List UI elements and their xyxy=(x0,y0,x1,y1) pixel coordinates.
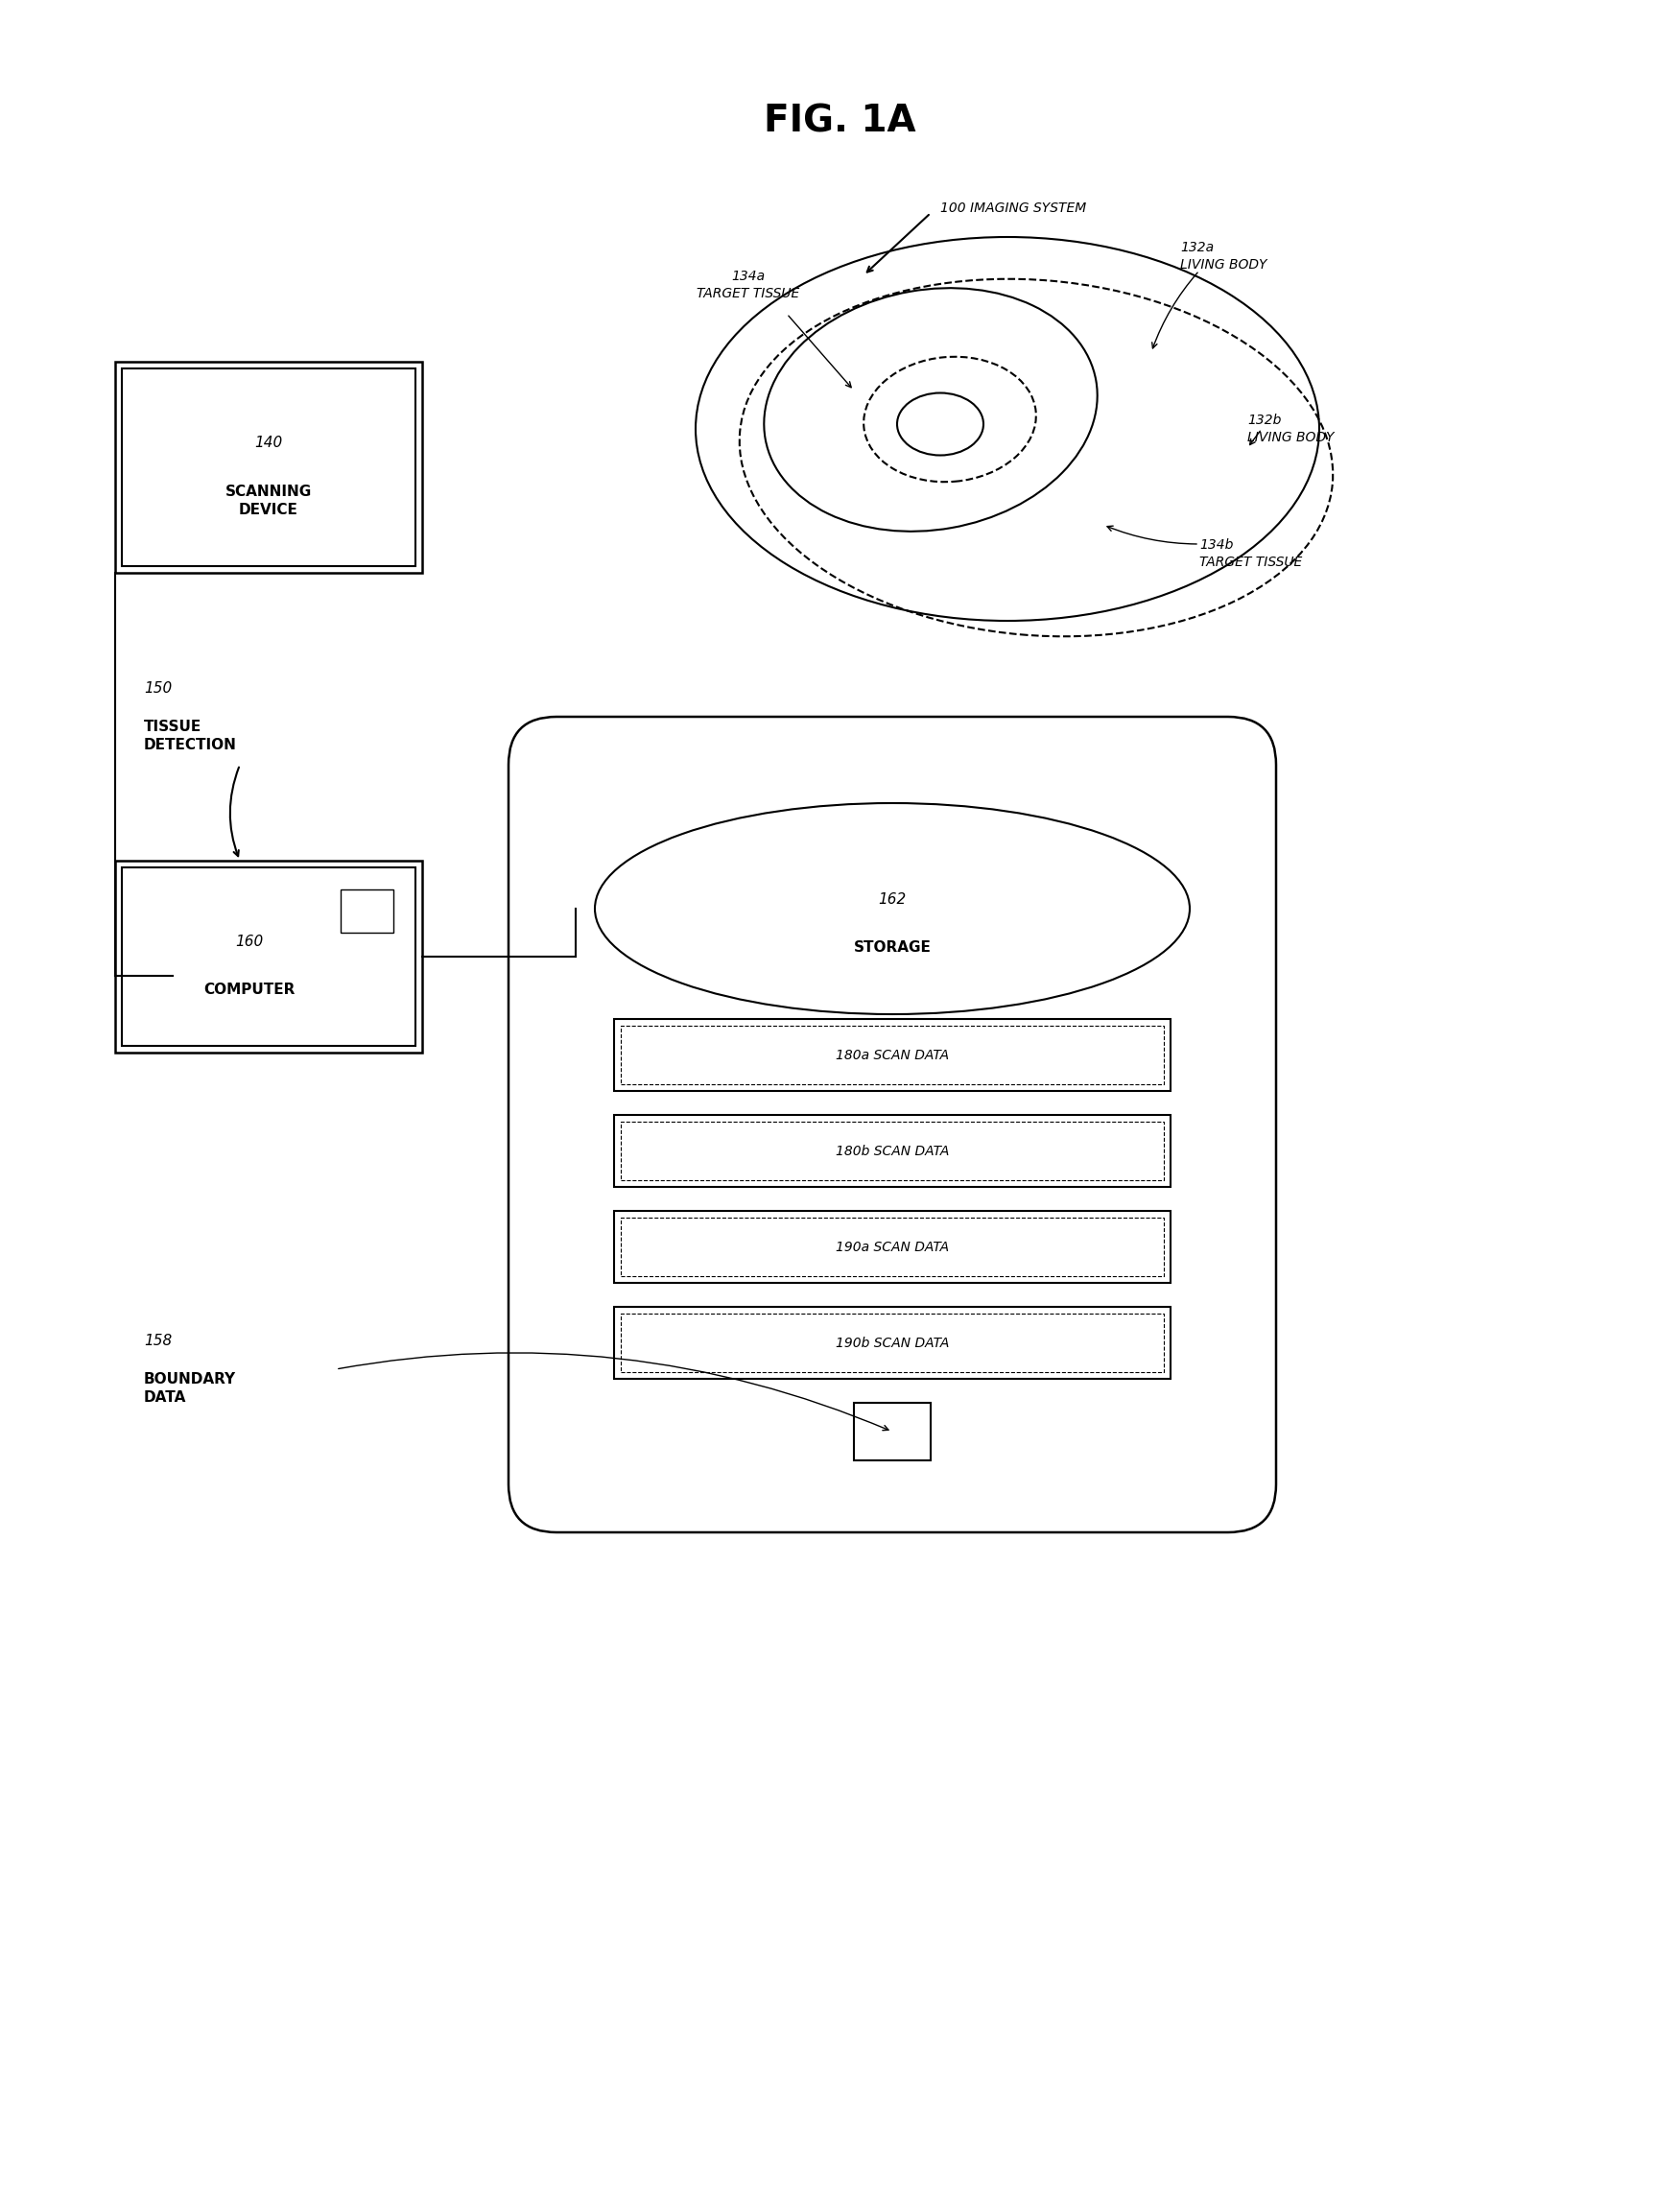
Text: 134b
TARGET TISSUE: 134b TARGET TISSUE xyxy=(1200,538,1302,569)
Text: 140: 140 xyxy=(255,436,282,450)
Text: 190b SCAN DATA: 190b SCAN DATA xyxy=(835,1336,949,1349)
Text: 158: 158 xyxy=(144,1333,171,1347)
Text: 162: 162 xyxy=(879,893,906,906)
Ellipse shape xyxy=(595,802,1189,1014)
Text: COMPUTER: COMPUTER xyxy=(203,983,296,998)
Text: 132b
LIVING BODY: 132b LIVING BODY xyxy=(1247,414,1334,443)
FancyBboxPatch shape xyxy=(615,1307,1171,1380)
Text: 132a
LIVING BODY: 132a LIVING BODY xyxy=(1179,240,1267,271)
Text: 134a
TARGET TISSUE: 134a TARGET TISSUE xyxy=(697,269,800,300)
FancyBboxPatch shape xyxy=(622,1217,1164,1276)
FancyBboxPatch shape xyxy=(123,868,415,1047)
FancyBboxPatch shape xyxy=(116,361,422,573)
FancyBboxPatch shape xyxy=(123,368,415,566)
FancyBboxPatch shape xyxy=(622,1314,1164,1373)
Ellipse shape xyxy=(696,238,1319,622)
Text: 150: 150 xyxy=(144,681,171,694)
Text: 180a SCAN DATA: 180a SCAN DATA xyxy=(835,1049,949,1062)
FancyBboxPatch shape xyxy=(341,890,393,932)
FancyBboxPatch shape xyxy=(509,716,1277,1532)
Text: 190a SCAN DATA: 190a SCAN DATA xyxy=(835,1241,949,1254)
FancyBboxPatch shape xyxy=(116,862,422,1054)
Text: FIG. 1A: FIG. 1A xyxy=(763,104,916,139)
Text: STORAGE: STORAGE xyxy=(853,939,931,954)
FancyBboxPatch shape xyxy=(615,1115,1171,1188)
FancyBboxPatch shape xyxy=(622,1122,1164,1179)
Text: SCANNING
DEVICE: SCANNING DEVICE xyxy=(225,485,312,518)
Text: 160: 160 xyxy=(235,934,264,950)
Text: 180b SCAN DATA: 180b SCAN DATA xyxy=(835,1144,949,1157)
FancyBboxPatch shape xyxy=(615,1018,1171,1091)
Text: TISSUE
DETECTION: TISSUE DETECTION xyxy=(144,719,237,752)
Text: 100 IMAGING SYSTEM: 100 IMAGING SYSTEM xyxy=(941,201,1087,216)
FancyBboxPatch shape xyxy=(853,1402,931,1461)
FancyBboxPatch shape xyxy=(615,1210,1171,1283)
FancyBboxPatch shape xyxy=(622,1025,1164,1084)
Text: BOUNDARY
DATA: BOUNDARY DATA xyxy=(144,1371,237,1406)
